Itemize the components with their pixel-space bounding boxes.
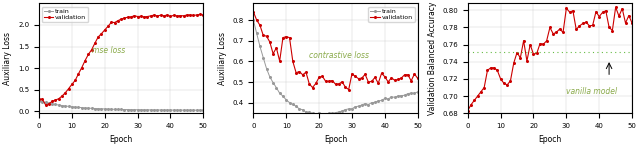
train xyxy=(302,111,310,113)
validation xyxy=(147,15,155,17)
validation xyxy=(371,77,379,78)
train xyxy=(71,106,79,108)
Line: train: train xyxy=(38,100,204,111)
Line: train: train xyxy=(253,19,419,116)
validation xyxy=(285,37,293,39)
Text: contrastive loss: contrastive loss xyxy=(309,51,369,60)
validation xyxy=(91,42,99,44)
Y-axis label: Validation Balanced Accuracy: Validation Balanced Accuracy xyxy=(428,2,436,115)
train xyxy=(196,109,204,111)
validation xyxy=(42,104,49,106)
train xyxy=(411,92,419,94)
Line: validation: validation xyxy=(253,11,419,90)
train xyxy=(143,109,151,111)
X-axis label: Epoch: Epoch xyxy=(109,135,132,143)
Y-axis label: Auxiliary Loss: Auxiliary Loss xyxy=(218,32,227,85)
validation xyxy=(193,14,200,16)
validation xyxy=(299,74,307,76)
Text: mse loss: mse loss xyxy=(92,46,125,55)
train xyxy=(200,109,207,111)
validation xyxy=(414,77,422,79)
train xyxy=(35,100,43,102)
X-axis label: Epoch: Epoch xyxy=(324,135,347,143)
train xyxy=(319,114,326,116)
Line: validation: validation xyxy=(38,14,204,106)
validation xyxy=(362,74,369,75)
train xyxy=(285,102,293,103)
validation xyxy=(345,89,353,90)
X-axis label: Epoch: Epoch xyxy=(538,135,561,143)
validation xyxy=(157,14,164,16)
validation xyxy=(200,14,207,16)
validation xyxy=(88,49,95,51)
train xyxy=(414,91,422,93)
validation xyxy=(411,73,419,75)
validation xyxy=(302,71,310,73)
validation xyxy=(196,14,204,15)
Legend: train, validation: train, validation xyxy=(369,7,415,22)
train xyxy=(154,109,161,111)
validation xyxy=(35,99,43,100)
train xyxy=(250,19,257,21)
validation xyxy=(75,73,83,75)
train xyxy=(88,107,95,109)
train xyxy=(84,107,92,109)
validation xyxy=(250,11,257,13)
train xyxy=(299,109,307,111)
train xyxy=(362,103,369,105)
train xyxy=(371,101,379,103)
Y-axis label: Auxiliary Loss: Auxiliary Loss xyxy=(3,32,12,85)
Legend: train, validation: train, validation xyxy=(42,7,88,22)
Text: vanilla model: vanilla model xyxy=(566,87,618,96)
